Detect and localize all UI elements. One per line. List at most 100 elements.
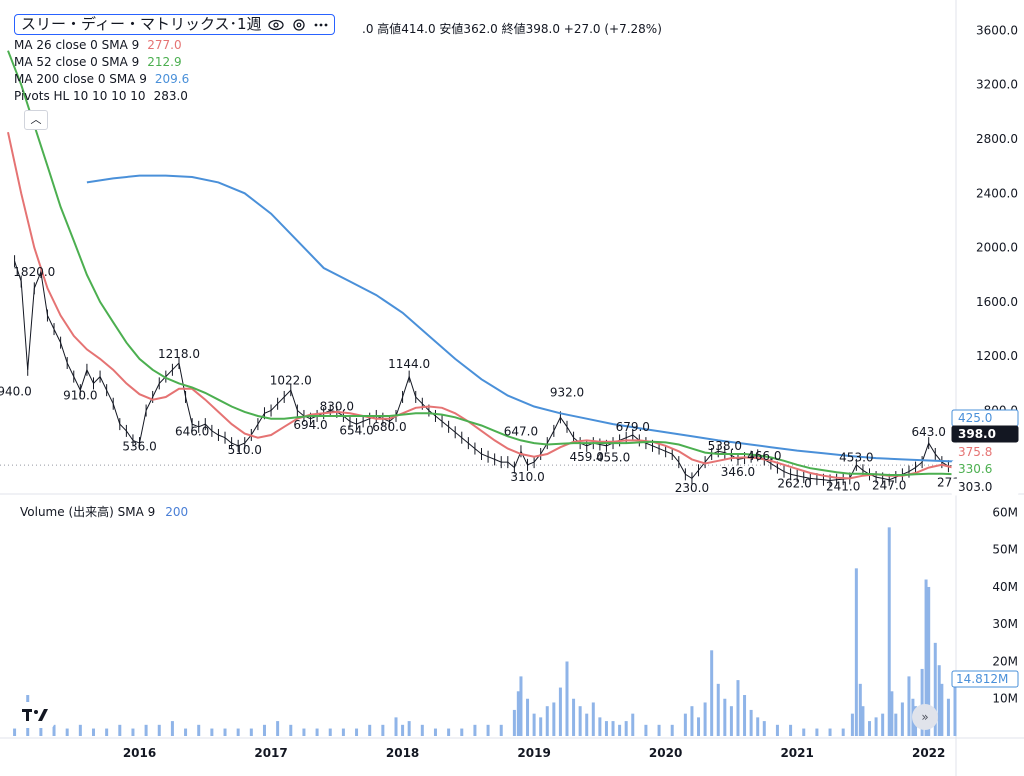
volume-bar [743, 695, 747, 736]
volume-bar [539, 717, 543, 736]
indicator-label: MA 26 close 0 SMA 9 [14, 38, 140, 52]
volume-bar [420, 724, 424, 736]
gear-icon[interactable] [292, 18, 306, 32]
volume-bar [841, 728, 845, 736]
volume-bar [591, 702, 595, 736]
volume-bar [890, 691, 894, 736]
volume-bar [828, 728, 832, 736]
indicator-label: Pivots HL 10 10 10 10 [14, 89, 146, 103]
vol-tick-label: 20M [992, 654, 1018, 668]
symbol-selector[interactable]: スリー・ディー・マトリックス･1週 [14, 14, 335, 35]
price-axis-label-bg [951, 443, 1019, 461]
chevron-up-icon[interactable]: ︿ [24, 110, 48, 130]
ma-line-ma26 [7, 131, 956, 480]
go-to-realtime-icon[interactable]: » [912, 704, 938, 730]
volume-bar [91, 728, 95, 736]
pivot-label: 1218.0 [158, 347, 200, 361]
eye-icon[interactable] [267, 19, 284, 31]
volume-bar [39, 721, 43, 736]
x-tick-label: 2022 [912, 746, 945, 760]
pivot-label: 230.0 [675, 481, 709, 495]
volume-bar [381, 724, 385, 736]
volume-bar [697, 717, 701, 736]
volume-bar [532, 713, 536, 736]
volume-bar [13, 728, 17, 736]
vol-tick-label: 60M [992, 505, 1018, 519]
volume-bar [368, 724, 372, 736]
indicator-row-2[interactable]: MA 200 close 0 SMA 9 209.6 [14, 71, 335, 88]
price-axis-label-bg [951, 478, 1019, 496]
vol-tick-label: 10M [992, 692, 1018, 706]
volume-bar [710, 650, 714, 736]
tradingview-logo[interactable] [18, 702, 54, 728]
volume-bar [276, 721, 280, 736]
volume-bar [407, 721, 411, 736]
volume-bar [131, 728, 135, 736]
volume-bar [683, 713, 687, 736]
volume-bar [157, 724, 161, 736]
volume-bar [775, 724, 779, 736]
price-axis-label: 330.6 [958, 462, 992, 476]
indicator-value: 283.0 [153, 89, 188, 103]
volume-bar [670, 724, 674, 736]
pivot-label: 910.0 [63, 389, 97, 403]
volume-bar [565, 661, 569, 736]
indicator-value: 212.9 [147, 55, 182, 69]
price-axis-label: 398.0 [958, 427, 996, 441]
volume-bar [858, 683, 862, 736]
pivot-label: 1820.0 [13, 265, 55, 279]
pivot-label: 643.0 [912, 425, 946, 439]
volume-bar [900, 702, 904, 736]
pivot-label: 1144.0 [388, 357, 430, 371]
volume-bar [940, 683, 944, 736]
indicator-row-3[interactable]: Pivots HL 10 10 10 10 283.0 [14, 88, 335, 105]
volume-bar [486, 724, 490, 736]
pivot-label: 466.0 [747, 449, 781, 463]
price-axis-label-bg [951, 460, 1019, 478]
legend: スリー・ディー・マトリックス･1週 MA 26 close 0 SMA 9 277… [14, 14, 335, 105]
volume-bar [262, 724, 266, 736]
volume-bar [881, 713, 885, 736]
y-tick-label: 3600.0 [976, 23, 1018, 37]
volume-bar [854, 568, 858, 736]
volume-bar [65, 728, 69, 736]
volume-bar [473, 724, 477, 736]
volume-bar [644, 724, 648, 736]
volume-bar [933, 642, 937, 736]
volume-bar [355, 728, 359, 736]
volume-bar [302, 728, 306, 736]
volume-bar [558, 687, 562, 736]
volume-bar [850, 713, 854, 736]
volume-bar [716, 683, 720, 736]
volume-bar [144, 724, 148, 736]
volume-bar [631, 713, 635, 736]
volume-bar [249, 728, 253, 736]
volume-bar [874, 717, 878, 736]
volume-bar [953, 680, 957, 736]
volume-bar [499, 724, 503, 736]
pivot-label: 1022.0 [270, 373, 312, 387]
indicator-row-1[interactable]: MA 52 close 0 SMA 9 212.9 [14, 54, 335, 71]
y-tick-label: 2000.0 [976, 241, 1018, 255]
volume-bar [703, 702, 707, 736]
vol-axis-label: 14.812M [956, 672, 1008, 686]
volume-bar [460, 728, 464, 736]
volume-bar [78, 724, 82, 736]
volume-bar [210, 728, 214, 736]
volume-bar [572, 698, 576, 736]
volume-bar [447, 728, 451, 736]
indicator-value: 209.6 [154, 72, 190, 86]
volume-bar [545, 706, 549, 736]
ma-line-ma200 [86, 174, 956, 463]
price-axis-label: 375.8 [958, 445, 992, 459]
symbol-title: スリー・ディー・マトリックス･1週 [21, 15, 262, 33]
volume-bar [815, 728, 819, 736]
vol-tick-label: 50M [992, 543, 1018, 557]
more-icon[interactable] [314, 22, 328, 28]
volume-bar [907, 676, 911, 736]
indicator-label: MA 200 close 0 SMA 9 [14, 72, 147, 86]
indicator-row-0[interactable]: MA 26 close 0 SMA 9 277.0 [14, 37, 335, 54]
volume-bar [924, 579, 928, 736]
ma-line-ma52 [7, 50, 956, 476]
